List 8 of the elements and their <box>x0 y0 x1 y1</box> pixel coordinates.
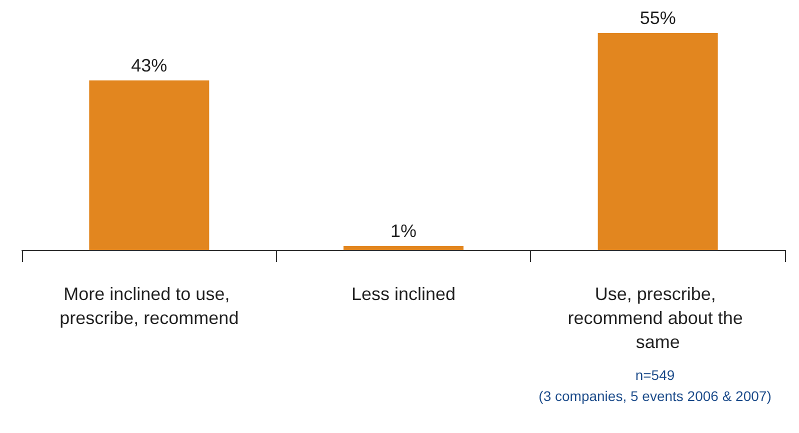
x-tick-label: Less inclined <box>351 284 456 304</box>
data-label: 55% <box>640 8 676 28</box>
data-label: 43% <box>131 55 168 76</box>
x-tick-label: More inclined to use, prescribe, recommend <box>60 284 239 328</box>
x-tick-label: Use, prescribe, recommend about the same <box>568 284 748 352</box>
text: (3 companies, 5 events 2006 & 2007) <box>538 388 772 404</box>
text: n=549 <box>635 367 675 383</box>
data-label: 1% <box>390 221 417 242</box>
